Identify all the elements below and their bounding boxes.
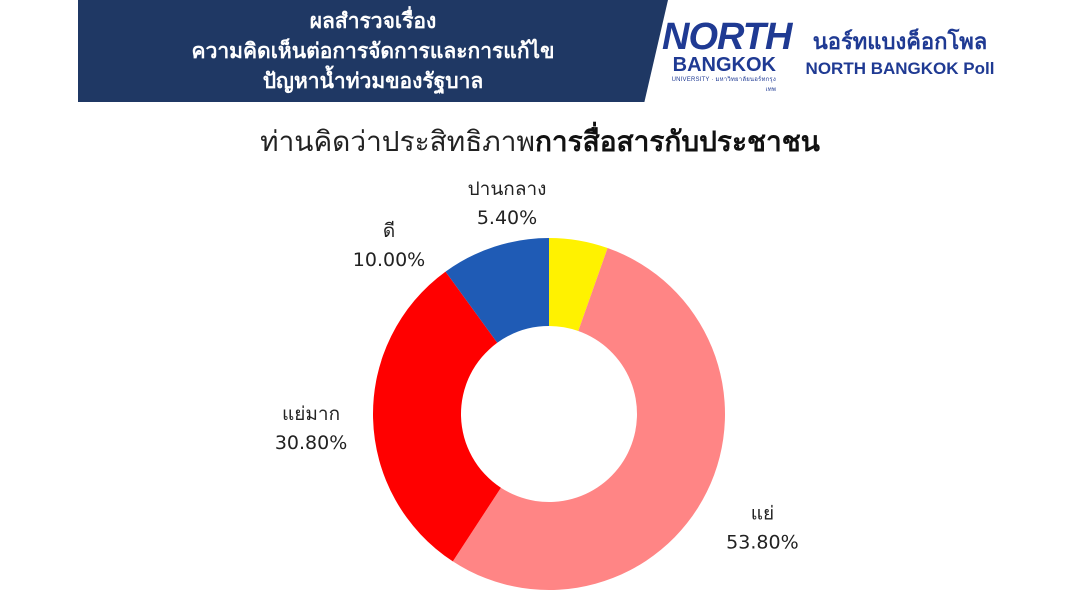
header-banner: ผลสำรวจเรื่อง ความคิดเห็นต่อการจัดการและ… bbox=[78, 0, 668, 102]
slice-category-label: แย่มาก bbox=[282, 403, 340, 425]
logo-university-text: UNIVERSITY · มหาวิทยาลัยนอร์ทกรุงเทพ bbox=[671, 77, 776, 93]
slice-label-group: ปานกลาง 5.40% bbox=[468, 178, 547, 229]
slice-value-label: 5.40% bbox=[477, 207, 537, 229]
slice-label-group: แย่มาก 30.80% bbox=[275, 403, 347, 454]
donut-slice bbox=[372, 271, 501, 562]
logo-north-text: NORTH bbox=[662, 16, 792, 58]
donut-slice bbox=[445, 238, 549, 343]
slice-value-label: 10.00% bbox=[353, 249, 425, 271]
logo-bangkok-text: BANGKOK bbox=[672, 54, 776, 76]
donut-slice bbox=[549, 238, 608, 332]
header-line-2: ความคิดเห็นต่อการจัดการและการแก้ไข bbox=[191, 39, 555, 63]
slice-value-label: 30.80% bbox=[275, 432, 347, 454]
poll-name-english: NORTH BANGKOK Poll bbox=[805, 59, 995, 78]
chart-title: ท่านคิดว่าประสิทธิภาพการสื่อสารกับประชาช… bbox=[0, 120, 1080, 164]
slice-label-group: แย่ 53.80% bbox=[726, 502, 798, 553]
chart-title-prefix: ท่านคิดว่าประสิทธิภาพ bbox=[260, 125, 535, 158]
slice-value-label: 53.80% bbox=[726, 531, 798, 553]
slice-category-label: แย่ bbox=[751, 502, 774, 524]
chart-title-bold: การสื่อสารกับประชาชน bbox=[534, 125, 820, 158]
north-bangkok-logo: NORTH BANGKOK UNIVERSITY · มหาวิทยาลัยนอ… bbox=[662, 16, 792, 93]
slice-label-group: ดี 10.00% bbox=[353, 220, 425, 271]
slice-category-label: ดี bbox=[383, 220, 395, 242]
poll-name-thai: นอร์ทแบงค็อกโพล bbox=[812, 30, 988, 55]
header-line-3: ปัญหาน้ำท่วมของรัฐบาล bbox=[262, 69, 484, 93]
donut-slice bbox=[452, 248, 726, 590]
header-line-1: ผลสำรวจเรื่อง bbox=[309, 9, 437, 33]
slice-category-label: ปานกลาง bbox=[468, 178, 547, 200]
